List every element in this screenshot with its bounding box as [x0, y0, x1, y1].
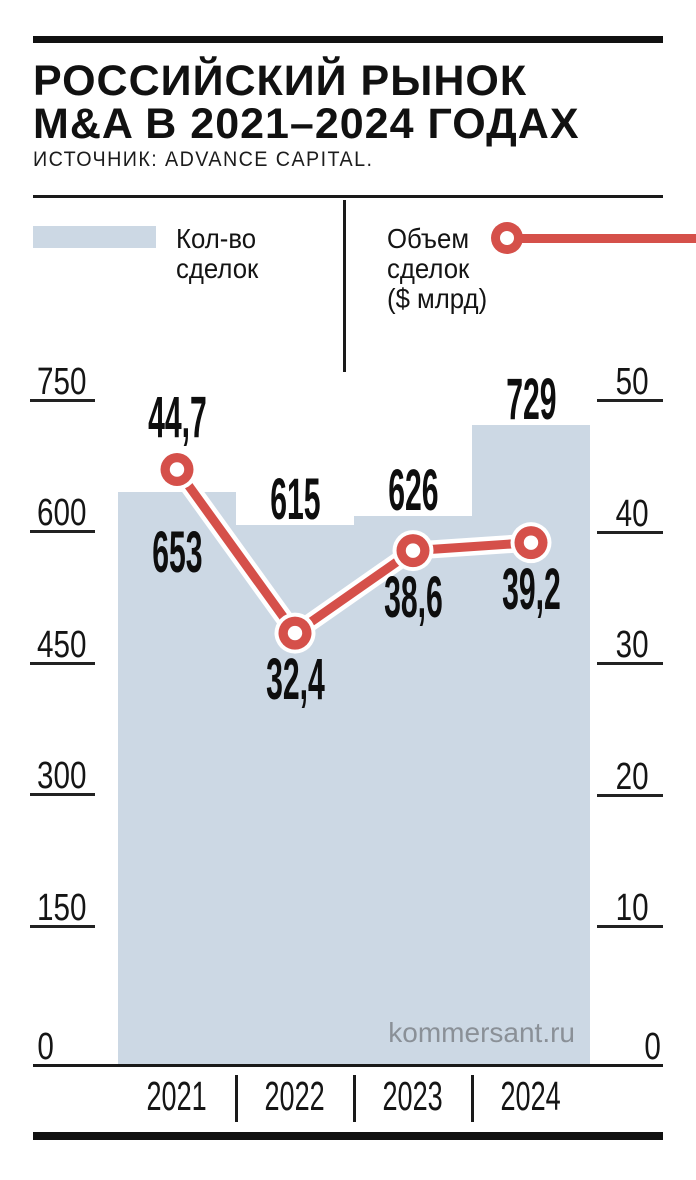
line-value-2024: 39,2 — [501, 556, 561, 622]
right-axis-label-0: 0 — [644, 1026, 662, 1068]
right-axis-tick-50 — [597, 399, 663, 402]
left-axis-tick-150 — [30, 924, 95, 928]
right-axis-tick-20 — [597, 793, 663, 797]
left-axis-tick-300 — [30, 793, 95, 797]
header-rule — [33, 195, 663, 198]
legend-divider — [343, 200, 346, 372]
x-label-2023: 2023 — [382, 1073, 444, 1119]
legend-bar-swatch — [33, 226, 156, 248]
bar-2023 — [354, 515, 472, 1067]
line-value-2023: 38,6 — [383, 564, 443, 630]
bar-value-2024: 729 — [505, 367, 557, 433]
left-axis-label-150: 150 — [37, 886, 87, 929]
left-axis-tick-600 — [30, 530, 95, 534]
x-separator-2 — [471, 1075, 474, 1122]
right-axis-tick-30 — [597, 662, 663, 665]
left-axis-tick-750 — [30, 398, 95, 402]
right-axis-label-20: 20 — [615, 755, 649, 798]
legend-volume-label: Объем сделок ($ млрд) — [387, 223, 488, 314]
x-separator-1 — [353, 1075, 356, 1122]
line-marker-2021 — [169, 462, 185, 477]
line-value-2021: 44,7 — [147, 385, 207, 451]
legend-line-sample — [521, 234, 696, 243]
legend-line-marker-icon — [491, 222, 523, 254]
line-marker-2023 — [405, 543, 421, 558]
bar-value-2021: 653 — [151, 520, 203, 585]
left-axis-label-0: 0 — [37, 1026, 55, 1068]
x-axis-line — [33, 1064, 663, 1067]
right-axis-label-30: 30 — [615, 624, 649, 666]
title-line-2: M&A В 2021–2024 ГОДАХ — [33, 100, 580, 148]
x-separator-0 — [235, 1075, 238, 1122]
right-axis-tick-40 — [597, 530, 663, 534]
right-axis-label-50: 50 — [615, 361, 649, 403]
watermark: kommersant.ru — [388, 1017, 575, 1048]
legend-bars-label: Кол-во сделок — [176, 223, 259, 284]
line-marker-2024 — [523, 535, 539, 550]
x-label-2022: 2022 — [264, 1073, 326, 1119]
title-line-1: РОССИЙСКИЙ РЫНОК — [33, 57, 528, 105]
right-axis-tick-10 — [597, 925, 663, 928]
left-axis-label-600: 600 — [37, 492, 87, 535]
right-axis-label-10: 10 — [615, 887, 649, 929]
left-axis-tick-450 — [30, 661, 95, 665]
page-title: РОССИЙСКИЙ РЫНОК M&A В 2021–2024 ГОДАХ — [33, 60, 580, 146]
top-rule — [33, 36, 663, 43]
line-value-2022: 32,4 — [265, 647, 325, 713]
bar-value-2022: 615 — [269, 467, 321, 533]
bar-value-2023: 626 — [387, 457, 439, 523]
bar-2021 — [118, 492, 236, 1067]
source-note: ИСТОЧНИК: ADVANCE CAPITAL. — [33, 148, 374, 171]
left-axis-label-750: 750 — [37, 360, 87, 403]
left-axis-label-450: 450 — [37, 623, 87, 666]
x-label-2024: 2024 — [500, 1073, 562, 1119]
x-label-2021: 2021 — [146, 1073, 208, 1119]
line-marker-2022 — [287, 625, 303, 641]
left-axis-label-300: 300 — [37, 755, 87, 798]
right-axis-label-40: 40 — [615, 492, 649, 535]
bottom-rule — [33, 1132, 663, 1140]
